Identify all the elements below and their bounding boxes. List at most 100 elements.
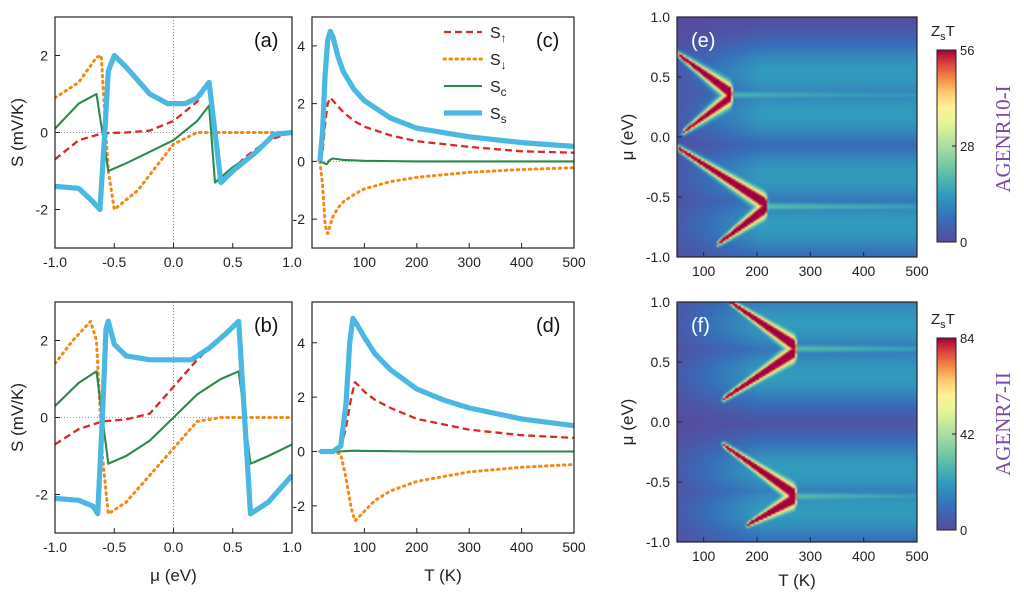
legend-label-s-up: S↑ <box>490 25 507 45</box>
panel-a: -1.0 -0.5 0.0 0.5 1.0 -2 0 2 (a) S (mV/K) <box>8 16 302 270</box>
x-tick-label: 100 <box>353 254 377 270</box>
x-tick-label: 200 <box>745 548 769 564</box>
colorbar-tick-label: 28 <box>960 139 974 154</box>
y-tick-label: -2 <box>36 487 49 503</box>
material-label: AGENR7-II <box>991 372 1015 476</box>
y-axis-label: S (mV/K) <box>8 383 27 452</box>
x-tick-label: 400 <box>510 539 534 555</box>
y-tick-label: 2 <box>297 389 305 405</box>
heatmap-image <box>677 17 917 257</box>
series-s-s <box>55 52 292 213</box>
y-tick-label: 1.0 <box>651 9 671 25</box>
x-tick-label: 0.5 <box>223 539 243 555</box>
x-tick-label: 200 <box>405 254 429 270</box>
legend-label-s-s: Ss <box>490 106 507 126</box>
series-s-up <box>55 81 292 184</box>
material-label: AGENR10-I <box>991 85 1015 192</box>
panel-label: (c) <box>536 30 559 52</box>
y-tick-label: -0.5 <box>646 474 670 490</box>
y-tick-label: -2 <box>293 211 306 227</box>
x-tick-label: 100 <box>692 263 716 279</box>
x-tick-label: 1.0 <box>282 254 302 270</box>
legend: S↑ S↓ Sc Ss <box>442 25 507 126</box>
y-tick-label: 2 <box>40 333 48 349</box>
y-tick-label: -1.0 <box>646 534 670 550</box>
y-tick-label: 0.5 <box>651 354 671 370</box>
colorbar-tick-label: 84 <box>960 331 974 346</box>
y-tick-label: -2 <box>293 498 306 514</box>
y-tick-label: -0.5 <box>646 189 670 205</box>
y-tick-label: 4 <box>297 38 305 54</box>
x-tick-label: 1.0 <box>282 539 302 555</box>
series-s-down <box>55 54 292 211</box>
series-s-s <box>319 315 574 455</box>
series-s-s <box>55 318 292 517</box>
panel-label: (b) <box>254 315 278 337</box>
x-tick-label: 300 <box>458 539 482 555</box>
series-s-c <box>319 157 574 166</box>
x-tick-label: -1.0 <box>43 254 67 270</box>
colorbar-tick-label: 0 <box>960 523 967 538</box>
panel-d: 100 200 300 400 500 -2 0 2 4 (d) T (K) <box>293 301 586 585</box>
series-s-up <box>318 96 574 162</box>
x-tick-label: 400 <box>852 263 876 279</box>
x-tick-label: -1.0 <box>43 539 67 555</box>
x-tick-label: 500 <box>905 263 929 279</box>
colorbar-tick-label: 42 <box>960 427 974 442</box>
colorbar-title: ZsT <box>931 23 955 43</box>
y-tick-label: 1.0 <box>651 294 671 310</box>
y-tick-label: 0 <box>297 153 305 169</box>
y-tick-label: 0 <box>40 410 48 426</box>
y-tick-label: -1.0 <box>646 249 670 265</box>
colorbar-title: ZsT <box>931 311 955 331</box>
y-tick-label: 4 <box>297 335 305 351</box>
plot-frame <box>311 16 575 249</box>
y-tick-label: 0.5 <box>651 69 671 85</box>
legend-label-s-down: S↓ <box>490 52 507 72</box>
x-axis-label: T (K) <box>424 566 461 585</box>
x-tick-label: 400 <box>510 254 534 270</box>
y-axis-label: S (mV/K) <box>8 98 27 167</box>
y-tick-label: -2 <box>36 202 49 218</box>
series-s-up <box>319 381 574 453</box>
series-s-down <box>318 450 574 523</box>
x-tick-label: 0.5 <box>223 254 243 270</box>
x-tick-label: 100 <box>692 548 716 564</box>
series-s-c <box>319 449 574 453</box>
x-tick-label: -0.5 <box>102 539 126 555</box>
x-tick-label: 400 <box>852 548 876 564</box>
series-s-s <box>317 28 574 162</box>
x-tick-label: 200 <box>405 539 429 555</box>
y-tick-label: 2 <box>297 96 305 112</box>
x-tick-label: 500 <box>905 548 929 564</box>
x-tick-label: 100 <box>353 539 377 555</box>
panel-f: 100 200 300 400 500 -1.0 -0.5 0.0 0.5 1.0 (f) μ (eV… <box>618 294 1015 590</box>
heatmap-image <box>677 302 917 542</box>
x-tick-label: 300 <box>799 263 823 279</box>
series-s-down <box>55 319 292 516</box>
x-tick-label: 500 <box>562 539 586 555</box>
plot-frame <box>311 301 575 534</box>
x-tick-label: 0.0 <box>164 539 184 555</box>
x-tick-label: 300 <box>799 548 823 564</box>
y-tick-label: 0 <box>40 125 48 141</box>
colorbar-tick-label: 56 <box>960 43 974 58</box>
x-tick-label: -0.5 <box>102 254 126 270</box>
panel-label: (d) <box>536 315 560 337</box>
legend-label-s-c: Sc <box>490 79 507 99</box>
x-tick-label: 200 <box>745 263 769 279</box>
panel-b: -1.0 -0.5 0.0 0.5 1.0 -2 0 2 (b) S (mV/K) μ (eV) <box>8 301 302 585</box>
y-axis-label: μ (eV) <box>618 399 637 446</box>
y-tick-label: 0.0 <box>651 129 671 145</box>
panel-label: (a) <box>254 30 278 52</box>
y-axis-label: μ (eV) <box>618 114 637 161</box>
x-tick-label: 0.0 <box>164 254 184 270</box>
y-tick-label: 0.0 <box>651 414 671 430</box>
colorbar-tick-label: 0 <box>960 235 967 250</box>
x-tick-label: 300 <box>458 254 482 270</box>
series-s-down <box>318 159 574 236</box>
panel-label: (f) <box>691 315 710 337</box>
panel-label: (e) <box>691 30 715 52</box>
panel-c: 100 200 300 400 500 -2 0 2 4 (c) S↑ S↓ Sc Ss <box>293 16 586 270</box>
